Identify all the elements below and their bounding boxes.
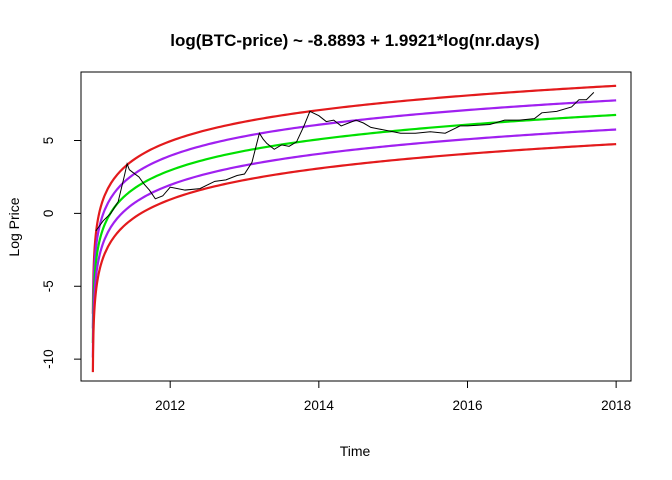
chart-title: log(BTC-price) ~ -8.8893 + 1.9921*log(nr… [170,31,539,50]
band-line-1 [91,99,617,329]
y-tick-label: -5 [41,280,56,292]
x-axis: 2012 2014 2016 2018 [155,380,631,413]
y-tick-label: -10 [41,349,56,369]
x-tick-label: 2016 [452,398,482,413]
x-tick-label: 2012 [155,398,185,413]
price-line [95,92,595,232]
band-line-4 [91,142,617,373]
y-tick-label: 0 [41,210,56,218]
y-tick-label: 5 [41,137,56,145]
y-axis: -10 -5 0 5 [41,137,82,369]
band-line-2 [91,113,617,343]
band-line-0 [91,84,617,314]
x-axis-label: Time [340,443,371,459]
x-tick-label: 2014 [304,398,335,413]
y-axis-label: Log Price [6,197,22,256]
price-series-group [95,92,595,232]
x-tick-label: 2018 [601,398,631,413]
band-line-3 [91,128,617,358]
model-bands [91,84,617,373]
